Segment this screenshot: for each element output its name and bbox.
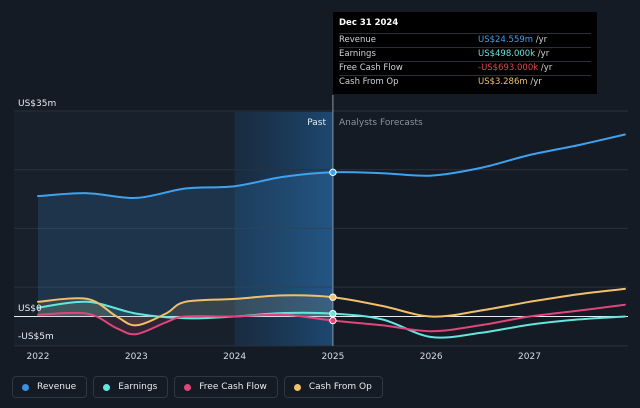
legend-label: Earnings xyxy=(118,382,158,392)
forecast-label: Analysts Forecasts xyxy=(339,118,423,128)
legend-dot-icon xyxy=(103,383,111,391)
tooltip-row-free-cash-flow: Free Cash Flow -US$693.000k /yr xyxy=(339,61,591,75)
tooltip-label: Cash From Op xyxy=(339,77,399,87)
y-label-zero: US$0 xyxy=(18,304,42,314)
legend-label: Cash From Op xyxy=(308,382,372,392)
x-tick-label: 2023 xyxy=(125,352,148,362)
legend-item-cash-from-op[interactable]: Cash From Op xyxy=(283,376,383,398)
legend-item-free-cash-flow[interactable]: Free Cash Flow xyxy=(174,376,278,398)
tooltip-value: US$498.000k /yr xyxy=(478,49,550,59)
tooltip-row-cash-from-op: Cash From Op US$3.286m /yr xyxy=(339,75,591,89)
x-tick-label: 2025 xyxy=(321,352,344,362)
series-marker-revenue xyxy=(329,168,337,177)
x-tick-label: 2024 xyxy=(223,352,246,362)
tooltip-row-earnings: Earnings US$498.000k /yr xyxy=(339,47,591,61)
legend-dot-icon xyxy=(184,383,192,391)
hover-tooltip: Dec 31 2024 Revenue US$24.559m /yr Earni… xyxy=(333,12,597,94)
x-tick-label: 2027 xyxy=(518,352,541,362)
chart-legend: Revenue Earnings Free Cash Flow Cash Fro… xyxy=(12,376,383,398)
legend-item-revenue[interactable]: Revenue xyxy=(12,376,88,398)
series-marker-cash-from-op xyxy=(329,293,337,301)
tooltip-date: Dec 31 2024 xyxy=(339,18,399,28)
tooltip-value: -US$693.000k /yr xyxy=(478,63,553,73)
series-line-free-cash-flow xyxy=(37,303,626,336)
legend-item-earnings[interactable]: Earnings xyxy=(93,376,169,398)
tooltip-label: Free Cash Flow xyxy=(339,63,403,73)
series-line-cash-from-op xyxy=(37,287,626,327)
past-label: Past xyxy=(307,118,326,128)
hover-year-highlight xyxy=(234,112,333,346)
series-area-revenue xyxy=(38,172,333,317)
tooltip-value: US$3.286m /yr xyxy=(478,77,542,87)
tooltip-row-revenue: Revenue US$24.559m /yr xyxy=(339,33,591,47)
tooltip-value: US$24.559m /yr xyxy=(478,35,548,45)
x-tick-label: 2026 xyxy=(420,352,443,362)
series-area-free-cash-flow xyxy=(38,312,333,335)
tooltip-label: Revenue xyxy=(339,35,377,45)
series-marker-free-cash-flow xyxy=(329,316,337,325)
y-label-top: US$35m xyxy=(18,99,56,109)
y-label-bottom: -US$5m xyxy=(18,332,54,342)
x-tick-label: 2022 xyxy=(27,352,50,362)
tooltip-label: Earnings xyxy=(339,49,376,59)
series-marker-earnings xyxy=(329,309,337,318)
series-area-cash-from-op xyxy=(38,295,333,326)
legend-label: Revenue xyxy=(37,382,77,392)
legend-dot-icon xyxy=(293,383,301,391)
legend-dot-icon xyxy=(22,383,29,391)
legend-label: Free Cash Flow xyxy=(199,382,267,392)
